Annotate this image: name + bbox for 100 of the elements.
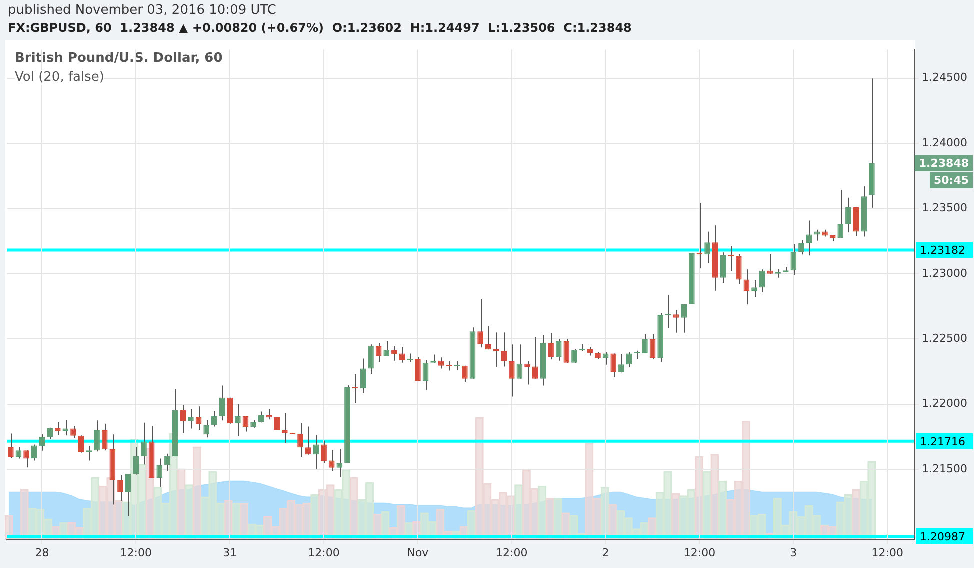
x-tick-label: 3	[790, 546, 798, 560]
candlestick	[360, 358, 366, 394]
text: published November 03, 2016 10:09 UTC	[8, 3, 277, 18]
bar	[310, 494, 320, 540]
candlestick	[305, 426, 312, 456]
ref-line-label: 1.20987	[920, 530, 966, 544]
candlestick	[219, 385, 226, 422]
candlestick	[564, 338, 570, 364]
x-tick-label: 28	[35, 546, 50, 560]
candlestick	[392, 346, 398, 362]
candlestick	[125, 474, 132, 517]
candlestick	[736, 254, 742, 284]
y-tick-label: 1.23500	[922, 202, 968, 215]
y-tick-label: 1.22000	[922, 397, 968, 410]
candlestick	[790, 244, 797, 276]
candlestick	[572, 348, 578, 364]
candlestick	[767, 253, 774, 275]
candlestick	[415, 356, 421, 382]
y-tick-label: 1.22500	[922, 332, 968, 346]
chart-title: Vol (20, false)	[15, 70, 104, 85]
bar	[852, 490, 860, 540]
bar	[710, 454, 720, 540]
candlestick	[532, 336, 538, 380]
candlestick	[399, 346, 406, 364]
candlestick	[806, 220, 812, 256]
candlestick	[368, 344, 374, 374]
candlestick	[188, 408, 194, 430]
candlestick	[8, 433, 14, 459]
candlestick	[485, 326, 492, 350]
candlestick	[846, 197, 852, 233]
chart-subtitle: FX:GBPUSD, 60 1.23848 ▲ +0.00820 (+0.67%) O:1.23602 H:1.24497 L:1.23506 C:1.23848	[8, 21, 632, 35]
candlestick	[141, 422, 147, 466]
bar	[608, 504, 618, 540]
text: 1.23848	[918, 157, 970, 170]
candlestick	[665, 294, 672, 329]
bar	[514, 484, 524, 540]
candlestick	[234, 404, 241, 437]
bar	[240, 503, 249, 540]
candlestick	[16, 446, 22, 460]
candlestick	[70, 426, 76, 440]
bar	[185, 484, 194, 540]
candlestick	[618, 354, 624, 374]
candlestick	[204, 420, 210, 438]
candlestick	[446, 360, 452, 372]
ref-line-label: 1.21716	[920, 435, 966, 448]
candlestick	[752, 280, 758, 298]
candlestick	[853, 206, 860, 237]
candlestick	[274, 416, 280, 431]
candlestick	[94, 420, 100, 452]
candlestick	[54, 421, 61, 436]
candlestick	[180, 404, 186, 434]
x-tick-label: Nov	[407, 546, 430, 560]
candlestick	[548, 332, 554, 360]
bar	[177, 468, 186, 540]
candlestick	[556, 338, 562, 362]
candlestick	[62, 420, 69, 436]
candlestick	[610, 353, 617, 378]
candlestick	[328, 450, 335, 472]
candlestick	[282, 412, 288, 444]
y-tick-label: 1.23000	[922, 266, 968, 280]
ref-line-label: 1.23182	[920, 244, 966, 258]
bar	[350, 477, 358, 540]
candlestick	[704, 231, 711, 264]
candlestick	[102, 423, 108, 452]
candlestick	[650, 334, 656, 360]
candlestick	[258, 411, 264, 424]
text: 50:45	[934, 174, 969, 188]
x-tick-label: 31	[223, 546, 238, 560]
candlestick	[462, 365, 468, 383]
x-tick-label: 12:00	[496, 546, 528, 560]
chart-title: British Pound/U.S. Dollar, 60	[15, 51, 223, 66]
candlestick	[642, 334, 648, 354]
bar	[554, 498, 562, 540]
candlestick	[78, 435, 84, 454]
x-tick-label: 12:00	[120, 546, 152, 560]
candlestick	[133, 446, 140, 476]
candlestick	[838, 190, 844, 239]
candlestick	[227, 397, 234, 424]
y-tick-label: 1.24000	[922, 136, 968, 150]
bar	[20, 490, 29, 540]
bar	[702, 471, 712, 540]
candlestick	[493, 332, 500, 368]
candlestick	[211, 411, 218, 428]
bar	[192, 446, 202, 540]
candlestick	[759, 269, 766, 293]
y-tick-label: 1.21500	[922, 462, 968, 476]
y-tick-label: 1.24500	[922, 71, 968, 84]
bar	[718, 481, 728, 540]
candlestick	[501, 332, 507, 368]
candlestick	[384, 340, 390, 357]
candlestick	[478, 298, 484, 348]
candlestick	[164, 453, 170, 472]
candlestick	[24, 450, 30, 468]
candlestick	[118, 474, 124, 502]
x-tick-label: 12:00	[684, 546, 716, 560]
x-tick-label: 12:00	[872, 546, 904, 560]
candlestick	[298, 423, 304, 458]
candlestick	[673, 310, 680, 334]
bar	[538, 486, 547, 540]
candlestick	[321, 440, 327, 464]
